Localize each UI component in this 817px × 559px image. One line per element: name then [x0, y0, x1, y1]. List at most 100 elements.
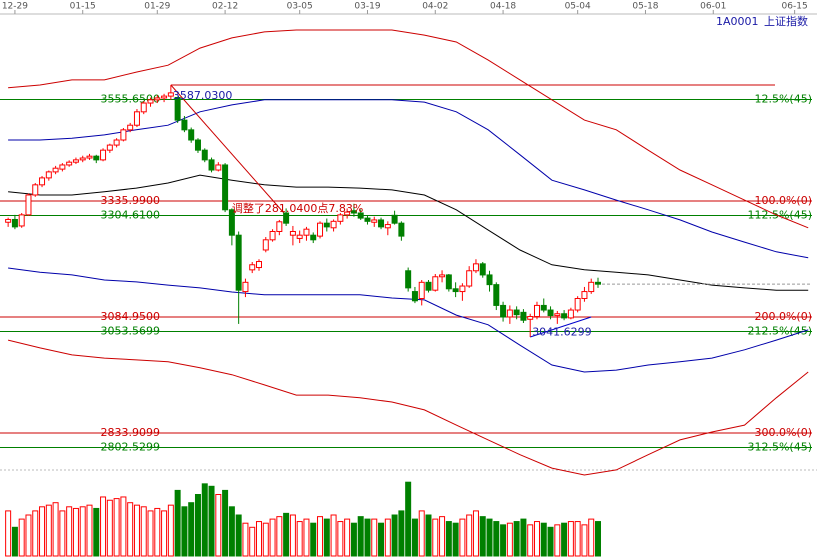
band-line: [8, 29, 809, 229]
candle-body: [547, 309, 554, 317]
volume-bar: [330, 514, 337, 557]
candle-body: [472, 263, 479, 272]
volume-bar: [391, 514, 398, 557]
x-tick-label: 02-12: [212, 2, 238, 12]
candle-body: [527, 316, 534, 320]
security-code: 1A0001: [716, 15, 759, 28]
volume-bar: [432, 518, 439, 557]
candle-body: [310, 234, 317, 241]
candle-body: [106, 144, 113, 151]
volume-bar: [161, 510, 168, 557]
volume-bar: [133, 504, 140, 557]
volume-bar: [310, 522, 317, 557]
volume-bar: [147, 510, 154, 557]
candle-body: [262, 239, 269, 251]
candle-body: [452, 288, 459, 293]
volume-bar: [100, 496, 107, 557]
candle-body: [296, 234, 303, 239]
volume-bar: [479, 516, 486, 557]
x-tick-label: 06-01: [700, 2, 726, 12]
candle-body: [5, 218, 12, 223]
candle-body: [418, 281, 425, 299]
volume-bar: [11, 526, 18, 557]
volume-bar: [371, 518, 378, 557]
candle-body: [120, 129, 127, 141]
volume-bar: [595, 521, 602, 557]
volume-bar: [93, 507, 100, 557]
swing-line: [170, 84, 287, 216]
candle-body: [533, 304, 540, 318]
x-tick-label: 06-15: [782, 2, 808, 12]
level-value-label: 2833.9099: [101, 426, 161, 439]
volume-bar: [561, 522, 568, 557]
candle-body: [493, 284, 500, 306]
candle-body: [100, 149, 107, 161]
volume-bar: [574, 521, 581, 557]
candle-body: [222, 164, 229, 211]
volume-bar: [174, 489, 181, 557]
volume-bar: [106, 499, 113, 557]
volume-bar: [289, 514, 296, 557]
volume-bar: [222, 489, 229, 557]
volume-bar: [398, 510, 405, 557]
volume-bar: [540, 522, 547, 557]
candle-body: [161, 95, 168, 99]
candle-body: [581, 291, 588, 299]
volume-bar: [249, 526, 256, 557]
level-value-label: 3555.6500: [101, 93, 161, 106]
high-label: 3587.0300: [173, 89, 233, 102]
volume-bar: [459, 518, 466, 557]
candle-body: [276, 221, 283, 232]
volume-bar: [588, 518, 595, 557]
volume-bar: [533, 521, 540, 557]
x-tick-label: 03-19: [354, 2, 380, 12]
x-tick-label: 04-18: [490, 2, 516, 12]
volume-bar: [350, 522, 357, 557]
volume-bar: [452, 522, 459, 557]
level-ratio-label: 312.5%(45): [747, 440, 812, 453]
candle-body: [25, 194, 32, 216]
candle-body: [127, 124, 134, 131]
level-ratio-label: 100.0%(0): [754, 194, 812, 207]
level-ratio-label: 212.5%(45): [747, 324, 812, 337]
candle-body: [561, 313, 568, 319]
volume-bar: [194, 494, 201, 557]
candle-body: [554, 313, 561, 317]
volume-bar: [140, 506, 147, 557]
volume-bar: [120, 496, 127, 557]
candle-body: [194, 139, 201, 151]
level-value-label: 3304.6100: [101, 209, 161, 222]
volume-bar: [167, 504, 174, 557]
volume-bar: [86, 504, 93, 557]
candle-body: [479, 263, 486, 276]
candle-body: [72, 159, 79, 163]
volume-bar: [506, 522, 513, 557]
volume-bar: [493, 521, 500, 557]
volume-bar: [337, 521, 344, 557]
candle-body: [140, 102, 147, 113]
volume-bar: [411, 518, 418, 557]
volume-bar: [547, 526, 554, 557]
volume-bar: [357, 516, 364, 557]
volume-bar: [303, 518, 310, 557]
band-line: [8, 99, 809, 259]
volume-bar: [235, 514, 242, 557]
volume-bar: [59, 510, 66, 557]
volume-bar: [32, 510, 39, 557]
candle-body: [93, 155, 100, 161]
volume-bar: [5, 510, 12, 557]
candle-body: [384, 224, 391, 229]
candle-body: [445, 274, 452, 290]
candle-body: [371, 219, 378, 223]
volume-bar: [127, 502, 134, 557]
volume-bar: [113, 498, 120, 557]
candle-body: [439, 274, 446, 278]
candle-body: [398, 222, 405, 237]
candle-body: [188, 129, 195, 141]
x-tick-label: 12-29: [2, 2, 28, 12]
candle-body: [466, 270, 473, 287]
x-tick-label: 01-15: [70, 2, 96, 12]
candle-body: [323, 222, 330, 228]
candle-body: [357, 212, 364, 219]
